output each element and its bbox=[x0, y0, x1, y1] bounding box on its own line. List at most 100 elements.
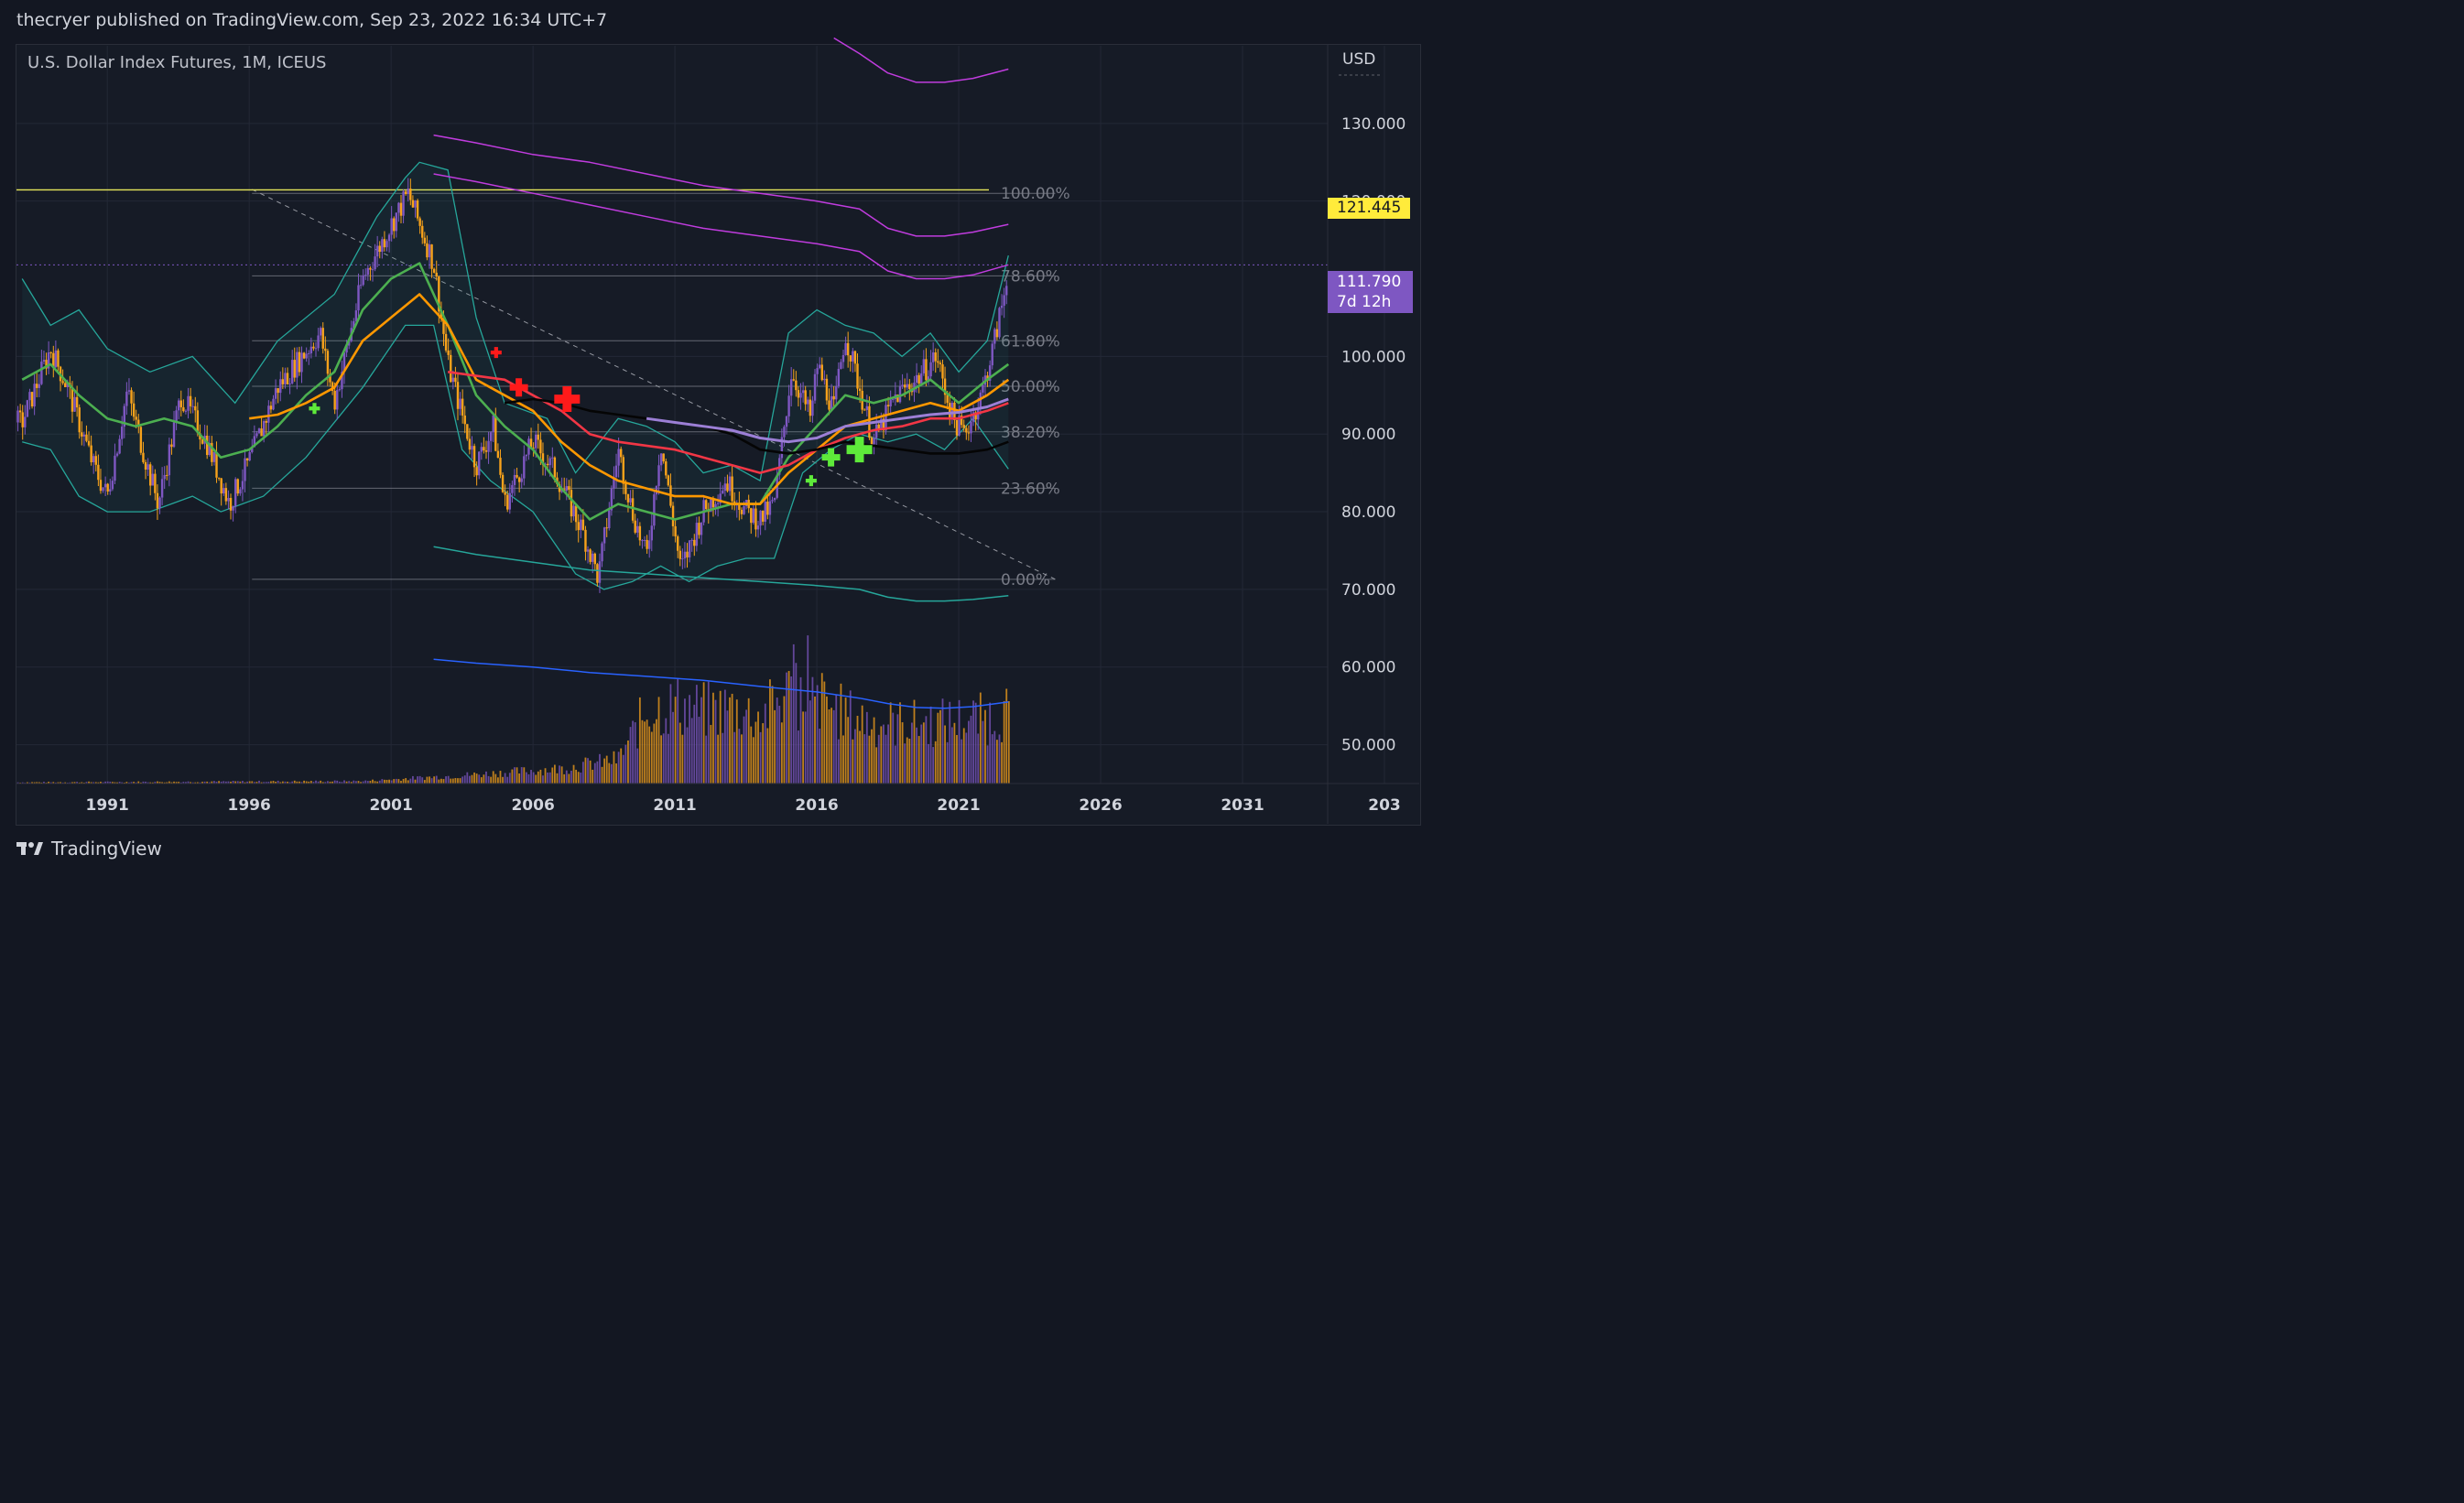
candle-body bbox=[245, 458, 249, 461]
candle-body bbox=[511, 484, 514, 493]
time-tick-label: 1991 bbox=[86, 796, 129, 815]
candle-body bbox=[783, 427, 786, 438]
volume-bar bbox=[459, 778, 461, 784]
volume-bar bbox=[632, 720, 635, 784]
candle-body bbox=[170, 444, 173, 448]
volume-bar bbox=[49, 782, 52, 784]
volume-bar bbox=[121, 782, 124, 784]
candle-body bbox=[371, 269, 374, 271]
volume-bar bbox=[674, 697, 677, 784]
candle-body bbox=[620, 449, 623, 458]
candle-body bbox=[302, 352, 306, 359]
volume-bar bbox=[300, 782, 303, 784]
indicator-envelope-upper bbox=[433, 134, 1009, 237]
indicator-volume-ma-blue- bbox=[433, 658, 1009, 709]
candle-body bbox=[411, 200, 415, 208]
candle-body bbox=[882, 418, 885, 431]
candle-body bbox=[501, 474, 505, 492]
volume-bar bbox=[277, 780, 279, 784]
candle-body bbox=[217, 477, 221, 479]
volume-bar bbox=[69, 782, 71, 784]
volume-bar bbox=[220, 781, 223, 784]
volume-bar bbox=[710, 724, 712, 784]
volume-bar bbox=[835, 695, 838, 784]
candle-body bbox=[432, 268, 436, 273]
candle-body bbox=[723, 483, 727, 492]
candle-body bbox=[118, 438, 121, 454]
candle-body bbox=[239, 489, 242, 494]
candle-body bbox=[1003, 295, 1005, 306]
tradingview-logo[interactable]: TradingView bbox=[16, 838, 162, 860]
sell-signal-marker bbox=[490, 347, 502, 359]
volume-bar bbox=[844, 697, 847, 784]
candle-body bbox=[454, 377, 457, 383]
signal-markers bbox=[309, 347, 873, 487]
candle-body bbox=[21, 412, 24, 427]
candle-body bbox=[123, 405, 125, 427]
candle-body bbox=[863, 409, 866, 411]
volume-bar bbox=[287, 781, 288, 784]
volume-bar bbox=[343, 780, 345, 784]
price-chart[interactable]: 100.00% 78.60% 61.80% 50.00% 38.20% 23.60% 0.0… bbox=[0, 0, 1436, 876]
candle-body bbox=[676, 536, 679, 551]
volume-bar bbox=[570, 770, 572, 784]
candle-body bbox=[305, 353, 308, 359]
volume-bar bbox=[837, 739, 840, 784]
volume-bar bbox=[972, 700, 974, 784]
candle-body bbox=[629, 498, 632, 503]
volume-bar bbox=[811, 676, 814, 784]
candle-body bbox=[499, 458, 502, 475]
candle-body bbox=[187, 395, 190, 411]
candle-body bbox=[613, 477, 615, 489]
volume-bar bbox=[196, 782, 199, 784]
candle-body bbox=[903, 384, 906, 388]
volume-bar bbox=[669, 684, 672, 784]
volume-bar bbox=[33, 782, 36, 784]
volume-bar bbox=[830, 708, 832, 784]
candle-body bbox=[665, 461, 668, 476]
volume-bar bbox=[378, 780, 381, 784]
candle-body bbox=[277, 388, 279, 394]
volume-bar bbox=[1001, 741, 1003, 784]
candle-body bbox=[683, 551, 687, 559]
candle-body bbox=[317, 335, 320, 349]
candle-body bbox=[584, 529, 587, 552]
candle-body bbox=[820, 364, 823, 381]
volume-bar bbox=[435, 775, 438, 784]
indicator-ma-mid bbox=[249, 293, 1010, 505]
volume-bar bbox=[191, 782, 194, 784]
candle-body bbox=[451, 377, 455, 383]
candle-body bbox=[279, 379, 282, 394]
volume-bar bbox=[1003, 700, 1005, 784]
volume-bar bbox=[397, 779, 400, 784]
volume-bar bbox=[970, 715, 972, 784]
volume-bar bbox=[232, 781, 234, 784]
candle-body bbox=[366, 267, 370, 276]
symbol-title[interactable]: U.S. Dollar Index Futures, 1M, ICEUS bbox=[27, 53, 327, 72]
candle-body bbox=[995, 329, 999, 338]
candle-body bbox=[898, 385, 902, 403]
candle-body bbox=[286, 373, 289, 384]
candle-body bbox=[147, 464, 149, 470]
volume-bar bbox=[726, 710, 729, 784]
volume-bar bbox=[388, 779, 390, 784]
candle-body bbox=[506, 494, 509, 510]
volume-bar bbox=[677, 679, 679, 784]
candle-body bbox=[877, 424, 880, 430]
volume-bar bbox=[263, 782, 266, 784]
volume-bar bbox=[993, 730, 996, 784]
candle-body bbox=[82, 434, 86, 437]
volume-bar bbox=[194, 782, 197, 784]
chart-pane[interactable] bbox=[16, 44, 1421, 826]
volume-bar bbox=[832, 709, 835, 784]
candle-body bbox=[667, 475, 670, 486]
candle-body bbox=[716, 503, 720, 504]
volume-bar bbox=[842, 735, 844, 784]
volume-bar bbox=[660, 735, 663, 784]
volume-bar bbox=[731, 693, 733, 784]
volume-bar bbox=[463, 775, 466, 784]
candle-body bbox=[614, 465, 618, 478]
candle-body bbox=[251, 447, 254, 452]
volume-bar bbox=[296, 781, 299, 784]
candle-body bbox=[267, 405, 270, 423]
